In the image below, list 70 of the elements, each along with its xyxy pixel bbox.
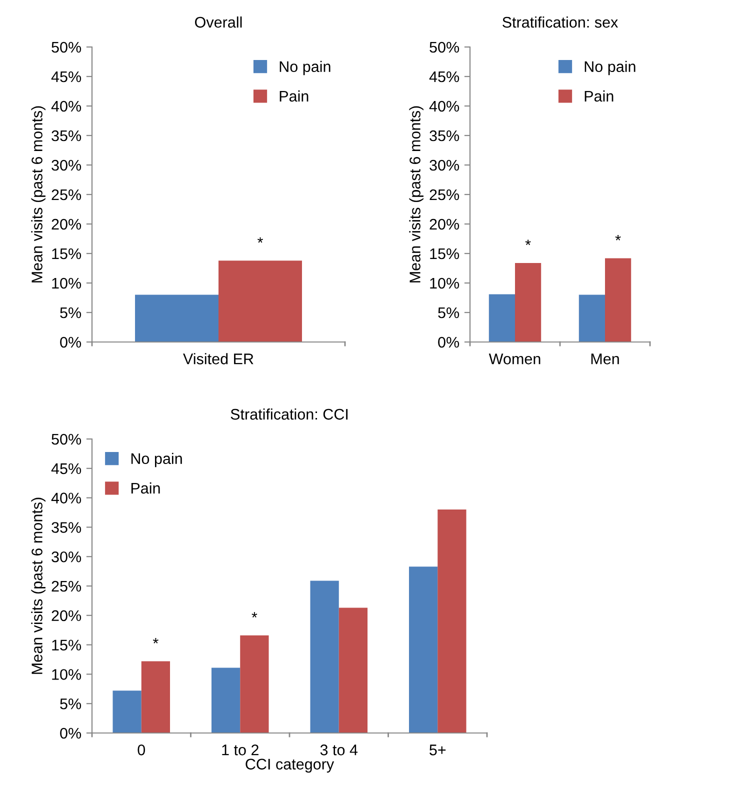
bar — [408, 566, 438, 733]
y-tick-label: 25% — [52, 189, 82, 200]
y-tick-label: 15% — [430, 248, 460, 260]
y-tick-label: 45% — [51, 463, 82, 474]
y-tick-label: 30% — [430, 160, 460, 171]
x-tick-label: Visited ER — [183, 353, 254, 364]
x-tick-label: 1 to 2 — [222, 744, 258, 756]
legend-label: Pain — [584, 90, 614, 102]
annotation: * — [252, 612, 258, 618]
chart-title: Stratification: sex — [502, 16, 618, 28]
y-axis-title: Mean visits (past 6 monts) — [409, 106, 424, 282]
annotation: * — [152, 638, 158, 644]
y-tick-label: 5% — [60, 307, 82, 318]
legend-label: No pain — [584, 60, 636, 76]
bar — [438, 510, 466, 733]
bar — [578, 294, 605, 342]
y-tick-label: 0% — [438, 336, 460, 348]
y-tick-label: 40% — [51, 492, 82, 504]
bar — [310, 580, 339, 733]
y-tick-label: 25% — [52, 580, 82, 592]
y-tick-label: 10% — [52, 669, 82, 680]
annotation: * — [615, 234, 621, 240]
y-tick-label: 0% — [60, 728, 82, 739]
y-tick-label: 10% — [52, 278, 82, 289]
y-axis-title: Mean visits (past 6 monts) — [31, 498, 46, 674]
y-tick-label: 20% — [52, 610, 82, 622]
y-tick-label: 15% — [52, 248, 82, 260]
bar — [112, 690, 142, 733]
x-tick-label: Men — [591, 354, 619, 364]
legend-label: No pain — [280, 60, 330, 76]
bar — [240, 635, 269, 733]
y-tick-label: 35% — [430, 130, 460, 142]
y-tick-label: 50% — [430, 42, 460, 53]
bar — [515, 262, 542, 342]
y-tick-label: 50% — [52, 434, 82, 445]
y-tick-label: 20% — [430, 218, 460, 230]
legend-label: Pain — [280, 90, 308, 102]
annotation: * — [258, 237, 263, 243]
x-tick-label: Women — [488, 354, 540, 364]
annotation: * — [525, 240, 531, 246]
y-axis-title: Mean visits (past 6 monts) — [31, 106, 46, 282]
y-tick-label: 5% — [60, 698, 82, 710]
y-tick-label: 35% — [52, 130, 82, 142]
chart-title: Overall — [195, 16, 242, 28]
y-tick-label: 40% — [51, 100, 82, 112]
y-tick-label: 15% — [52, 640, 82, 650]
legend-label: Pain — [131, 482, 160, 494]
y-tick-label: 20% — [52, 218, 82, 230]
bar — [141, 661, 170, 733]
y-tick-label: 30% — [52, 160, 82, 171]
bar — [211, 668, 240, 733]
y-tick-label: 50% — [52, 42, 82, 53]
bar — [605, 258, 632, 342]
x-axis-title: CCI category — [246, 758, 334, 773]
bar — [338, 608, 368, 733]
y-tick-label: 30% — [52, 551, 82, 562]
y-tick-label: 45% — [429, 71, 460, 82]
x-tick-label: 0 — [138, 744, 146, 756]
chart-title: Stratification: CCI — [230, 408, 348, 420]
y-tick-label: 0% — [60, 336, 82, 348]
y-tick-label: 45% — [51, 71, 82, 82]
y-tick-label: 35% — [52, 522, 82, 533]
y-tick-label: 25% — [430, 189, 460, 200]
y-tick-label: 40% — [429, 100, 460, 112]
bar — [488, 294, 515, 342]
legend-label: No pain — [131, 452, 182, 468]
y-tick-label: 5% — [438, 307, 460, 318]
x-tick-label: 3 to 4 — [320, 744, 358, 756]
y-tick-label: 10% — [430, 278, 460, 289]
x-tick-label: 5+ — [430, 744, 446, 756]
